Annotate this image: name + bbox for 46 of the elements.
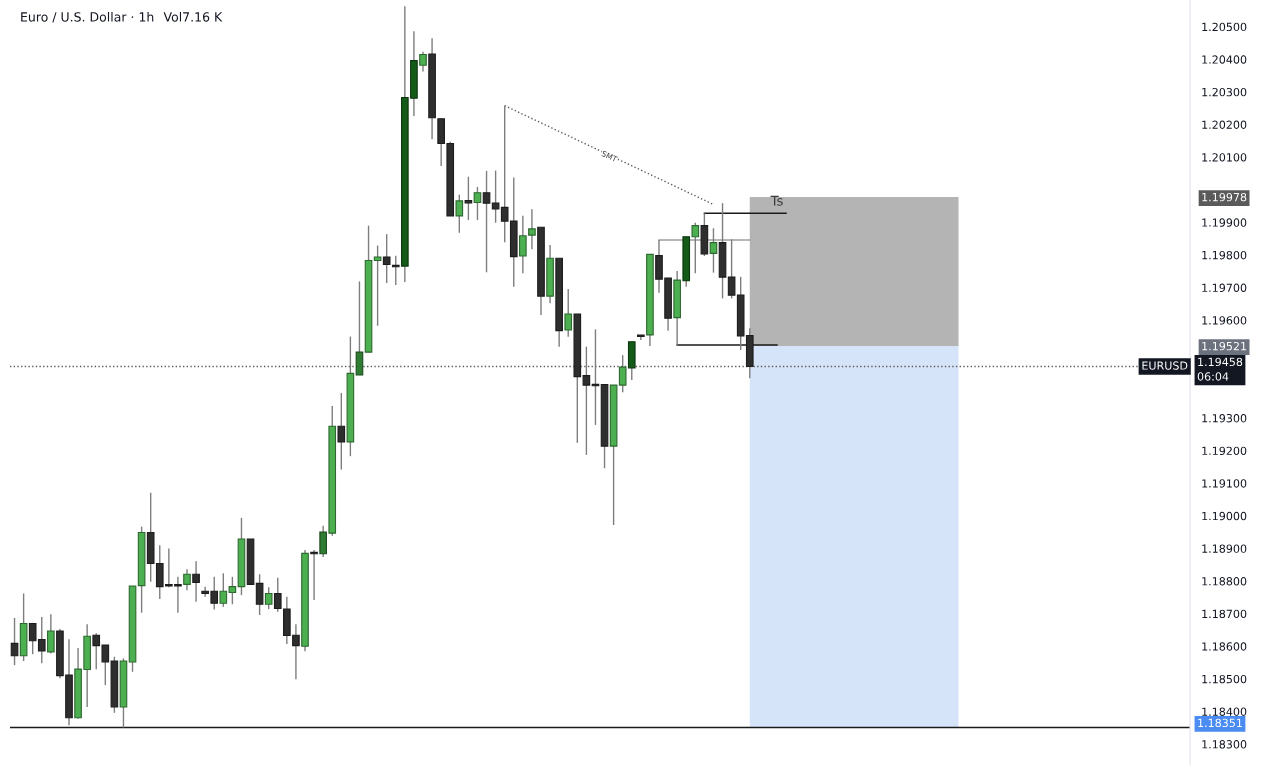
candlestick <box>337 392 346 471</box>
y-tick-label: 1.19700 <box>1202 283 1247 292</box>
y-tick-label: 1.19100 <box>1202 479 1247 488</box>
y-tick-label: 1.19200 <box>1202 446 1247 456</box>
candlestick <box>709 227 718 274</box>
y-tick-label: 1.18300 <box>1202 740 1247 749</box>
ref-line-label: 1.18351 <box>1198 718 1242 728</box>
y-tick-label: 1.18900 <box>1202 544 1247 553</box>
y-tick-label: 1.19300 <box>1202 414 1247 423</box>
y-tick-label: 1.20500 <box>1202 22 1247 32</box>
candlestick <box>455 193 464 234</box>
y-tick-label: 1.19000 <box>1202 511 1247 521</box>
y-tick-label: 1.20300 <box>1202 87 1247 97</box>
candlestick <box>355 280 364 376</box>
ref-line-label: 1.19458 06:04 <box>1197 357 1243 381</box>
annotation: Ts <box>770 195 783 206</box>
y-tick-label: 1.18500 <box>1202 674 1247 684</box>
y-tick-label: 1.18400 <box>1202 707 1247 716</box>
candlestick <box>373 244 382 327</box>
y-tick-label: 1.18700 <box>1202 609 1247 619</box>
y-tick-label: 1.18600 <box>1202 642 1247 651</box>
candlestick <box>264 586 273 610</box>
candlestick <box>482 170 491 273</box>
candlestick <box>473 186 482 221</box>
candlestick <box>691 222 700 274</box>
candlestick <box>183 568 191 591</box>
candlestick <box>564 288 573 338</box>
candlestick <box>319 524 327 558</box>
y-tick-label: 1.18800 <box>1202 577 1247 586</box>
candlestick <box>192 560 200 603</box>
y-tick-label: 1.19800 <box>1202 250 1247 260</box>
y-tick-label: 1.19978 <box>1202 192 1247 202</box>
y-tick-label: 1.20400 <box>1202 55 1247 64</box>
candlestick <box>255 573 264 616</box>
y-tick-label: 1.20200 <box>1202 120 1247 129</box>
candlestick <box>47 613 55 655</box>
y-tick-label: 1.19521 <box>1202 341 1247 351</box>
candlestick <box>419 51 427 73</box>
candlestick <box>464 176 473 221</box>
y-tick-label: 1.19900 <box>1202 218 1247 227</box>
annotation: EURUSD <box>1142 361 1188 370</box>
text: Vol7.16 K <box>163 11 223 22</box>
candlestick <box>382 233 391 284</box>
text: Euro / U.S. Dollar · 1h <box>21 11 154 23</box>
y-tick-label: 1.20100 <box>1202 153 1247 162</box>
y-tick-label: 1.19600 <box>1202 316 1247 325</box>
